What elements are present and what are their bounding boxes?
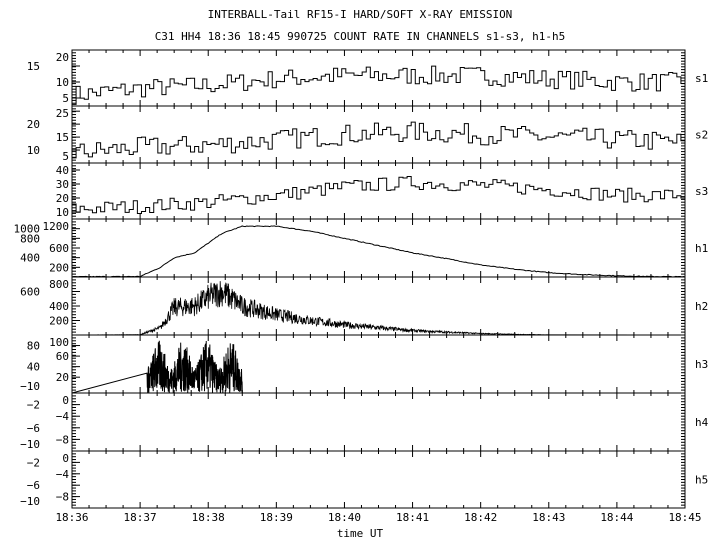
x-tick-label: 18:45 [668,511,701,524]
y-tick-label-s3: 40 [56,164,69,177]
chart-subtitle: C31 HH4 18:36 18:45 990725 COUNT RATE IN… [154,30,566,43]
x-tick-label: 18:42 [464,511,497,524]
y-tick-label-h5: −6 [27,479,40,492]
y-tick-label-s3: 20 [56,192,69,205]
x-axis-label: time UT [336,527,384,540]
y-tick-label-h3: 60 [56,350,69,363]
y-tick-label-h3: 100 [49,336,69,349]
x-tick-label: 18:41 [396,511,429,524]
y-tick-label-h5: −10 [20,495,40,508]
y-tick-label-h4: −4 [56,410,70,423]
y-tick-label-h1: 1200 [43,220,70,233]
y-tick-label-s2: 25 [56,107,69,120]
y-tick-label-s3: 10 [56,206,69,219]
x-tick-label: 18:43 [532,511,565,524]
panel-frame-h1 [71,218,686,278]
channel-label-h4: h4 [695,416,709,429]
panel-frame-s3 [71,162,686,220]
y-tick-label-h2: 200 [49,315,69,328]
panel-frame-h5 [71,450,686,509]
y-tick-label-h2: 400 [49,300,69,313]
y-tick-label-h3: 40 [27,361,40,374]
x-tick-label: 18:37 [124,511,157,524]
y-tick-label-h5: −4 [56,468,70,481]
channel-label-h2: h2 [695,300,708,313]
channel-label-h3: h3 [695,358,708,371]
y-tick-label-h4: −2 [27,399,40,412]
series-s3 [72,176,685,214]
x-tick-label: 18:39 [260,511,293,524]
y-tick-label-h1: 200 [49,261,69,274]
channel-label-s2: s2 [695,129,708,142]
y-tick-label-h2: 800 [49,278,69,291]
y-tick-label-s2: 10 [27,144,40,157]
channel-label-h5: h5 [695,474,708,487]
y-tick-label-h4: −8 [56,433,69,446]
y-tick-label-h3: 80 [27,340,40,353]
series-s1 [72,65,685,105]
y-tick-label-h4: −6 [27,422,40,435]
y-tick-label-s1: 15 [27,60,40,73]
y-tick-label-s2: 15 [56,131,69,144]
y-tick-label-h1: 1000 [14,223,41,236]
y-tick-label-s1: 5 [62,92,69,105]
x-tick-label: 18:36 [55,511,88,524]
channel-label-h1: h1 [695,242,708,255]
y-tick-label-h5: −2 [27,456,40,469]
y-tick-label-s2: 5 [62,150,69,163]
y-tick-label-h5: 0 [62,452,69,465]
y-tick-label-s2: 20 [27,118,40,131]
y-tick-label-s1: 10 [56,76,69,89]
y-tick-label-h3: −10 [20,380,40,393]
y-tick-label-s1: 20 [56,51,69,64]
y-tick-label-h4: −10 [20,438,40,451]
x-tick-label: 18:40 [328,511,361,524]
y-tick-label-s3: 30 [56,178,69,191]
y-tick-label-h1: 800 [20,232,40,245]
panel-frame-h4 [71,392,686,452]
series-h1 [71,225,686,278]
x-tick-label: 18:38 [192,511,225,524]
y-tick-label-h1: 400 [20,252,40,265]
channel-label-s1: s1 [695,72,708,85]
series-h2 [71,281,686,336]
y-tick-label-h5: −8 [56,491,69,504]
y-tick-label-h3: 20 [56,371,69,384]
channel-label-s3: s3 [695,185,708,198]
x-tick-label: 18:44 [600,511,633,524]
series-s2 [72,121,685,159]
y-tick-label-h2: 600 [20,286,40,299]
y-tick-label-h4: 0 [62,394,69,407]
series-h3 [71,340,685,394]
chart-title: INTERBALL-Tail RF15-I HARD/SOFT X-RAY EM… [207,8,513,21]
y-tick-label-h1: 600 [49,242,69,255]
